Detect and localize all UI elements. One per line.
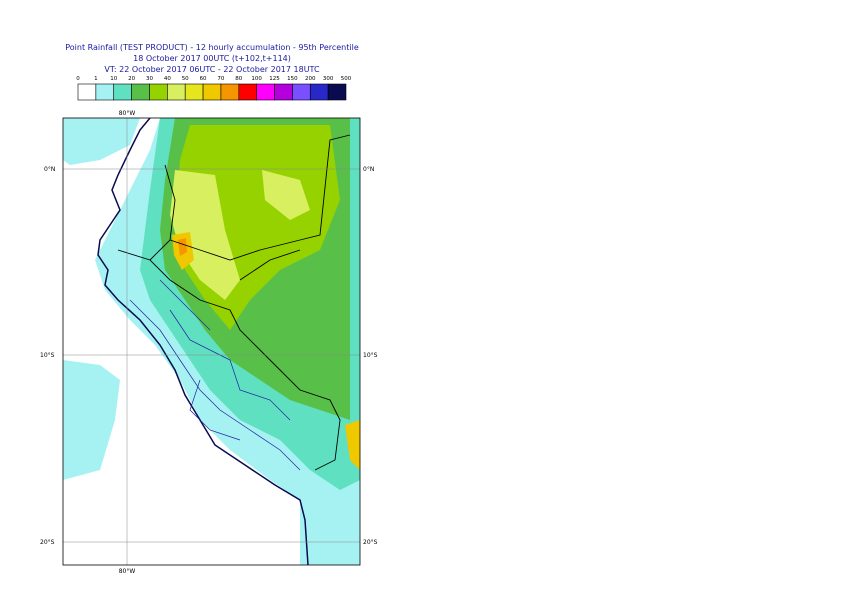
colorbar-box bbox=[77, 83, 97, 101]
colorbar-box bbox=[220, 83, 240, 101]
lat-label: 0°N bbox=[44, 166, 55, 173]
lat-label: 20°S bbox=[363, 539, 378, 546]
lat-label: 20°S bbox=[40, 539, 55, 546]
ly-area bbox=[170, 170, 240, 300]
colorbar-box bbox=[113, 83, 132, 101]
colorbar-label: 500 bbox=[341, 76, 352, 82]
geo-labels: 0°N 0°N 10°S 10°S 20°S 20°S 80°W 80°W bbox=[40, 110, 378, 575]
colorbar-label: 40 bbox=[164, 76, 171, 82]
colorbar-label: 1 bbox=[94, 76, 98, 82]
colorbar-label: 60 bbox=[200, 76, 207, 82]
colorbar-label: 100 bbox=[251, 76, 262, 82]
borders bbox=[117, 134, 351, 471]
colorbar: 0 1 10 20 30 40 50 60 70 80 100 125 150 200 300 500 bbox=[76, 76, 352, 101]
colorbar-label: 20 bbox=[128, 76, 135, 82]
colorbar-label: 200 bbox=[305, 76, 316, 82]
colorbar-label: 70 bbox=[217, 76, 224, 82]
regions bbox=[129, 279, 301, 471]
colorbar-box bbox=[274, 83, 293, 101]
colorbar-box bbox=[292, 83, 311, 101]
colorbar-box bbox=[238, 83, 257, 101]
colorbar-label: 10 bbox=[110, 76, 117, 82]
title-line: Point Rainfall (TEST PRODUCT) - 12 hourl… bbox=[65, 43, 359, 52]
cyan-area bbox=[63, 118, 140, 165]
colorbar-label: 50 bbox=[182, 76, 189, 82]
colorbar-label: 80 bbox=[235, 76, 242, 82]
colorbar-box bbox=[95, 83, 115, 101]
colorbar-box bbox=[202, 83, 222, 101]
colorbar-label: 300 bbox=[323, 76, 334, 82]
lon-label: 80°W bbox=[119, 110, 136, 117]
colorbar-label: 30 bbox=[146, 76, 153, 82]
title-line: 18 October 2017 00UTC (t+102,t+114) bbox=[133, 54, 291, 63]
title-block: Point Rainfall (TEST PRODUCT) - 12 hourl… bbox=[65, 43, 359, 74]
colorbar-box bbox=[327, 83, 347, 101]
map-field bbox=[63, 118, 360, 565]
gold-area bbox=[345, 420, 360, 470]
lat-label: 0°N bbox=[363, 166, 374, 173]
colorbar-box bbox=[167, 83, 186, 101]
map-frame bbox=[62, 117, 361, 566]
coastline bbox=[97, 118, 309, 565]
ly-area bbox=[262, 170, 310, 220]
colorbar-box bbox=[131, 83, 150, 101]
colorbar-box bbox=[149, 83, 168, 101]
title-line: VT: 22 October 2017 06UTC - 22 October 2… bbox=[104, 65, 320, 74]
orange-area bbox=[178, 238, 187, 256]
cyan-area bbox=[63, 360, 120, 480]
colorbar-label: 125 bbox=[269, 76, 280, 82]
colorbar-label: 150 bbox=[287, 76, 298, 82]
colorbar-label: 0 bbox=[76, 76, 80, 82]
lat-label: 10°S bbox=[40, 352, 55, 359]
colorbar-box bbox=[309, 83, 329, 101]
lon-label: 80°W bbox=[119, 568, 136, 575]
lat-label: 10°S bbox=[363, 352, 378, 359]
colorbar-box bbox=[256, 83, 275, 101]
colorbar-box bbox=[184, 83, 204, 101]
